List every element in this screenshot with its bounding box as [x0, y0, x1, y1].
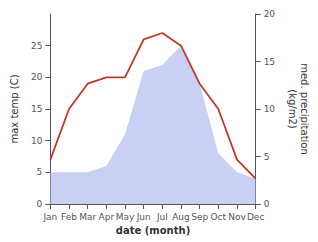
- svg-text:Mar: Mar: [79, 212, 96, 222]
- svg-text:(kg/m2): (kg/m2): [287, 89, 298, 129]
- svg-text:Jun: Jun: [136, 212, 151, 222]
- svg-text:0: 0: [37, 199, 43, 209]
- svg-text:Sep: Sep: [191, 212, 208, 222]
- svg-text:max temp (C): max temp (C): [9, 74, 20, 143]
- svg-text:20: 20: [31, 72, 43, 82]
- svg-text:5: 5: [37, 167, 43, 177]
- svg-text:0: 0: [264, 199, 270, 209]
- svg-text:Jul: Jul: [156, 212, 168, 222]
- svg-text:Apr: Apr: [99, 212, 115, 222]
- svg-text:Dec: Dec: [247, 212, 264, 222]
- svg-text:25: 25: [31, 41, 42, 51]
- svg-text:med. precipitation: med. precipitation: [299, 63, 310, 155]
- svg-text:10: 10: [31, 136, 43, 146]
- svg-text:May: May: [116, 212, 135, 222]
- svg-text:Feb: Feb: [61, 212, 77, 222]
- svg-text:5: 5: [264, 152, 270, 162]
- svg-text:10: 10: [264, 104, 276, 114]
- svg-text:Nov: Nov: [228, 212, 246, 222]
- svg-text:20: 20: [264, 9, 276, 19]
- svg-text:Jan: Jan: [42, 212, 57, 222]
- svg-text:15: 15: [264, 57, 275, 67]
- svg-text:15: 15: [31, 104, 42, 114]
- svg-text:Aug: Aug: [172, 212, 190, 222]
- svg-text:Oct: Oct: [211, 212, 227, 222]
- svg-text:date (month): date (month): [116, 225, 190, 236]
